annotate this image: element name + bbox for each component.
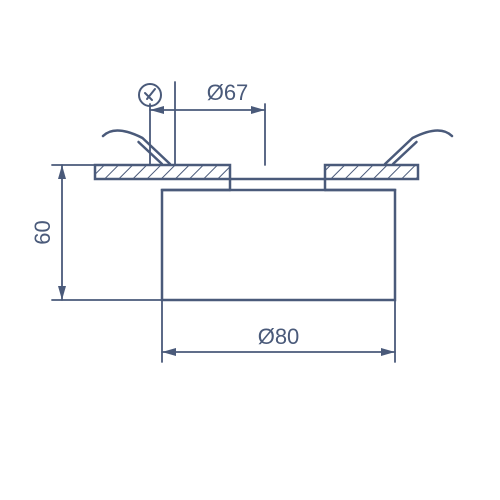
flange-section-right <box>325 165 418 179</box>
technical-drawing: Ø80 60 Ø67 <box>0 0 500 500</box>
flange-section-left <box>95 165 230 179</box>
lamp-body <box>162 190 395 300</box>
dim-cutout-diameter: Ø67 <box>207 80 249 105</box>
spring-clip <box>385 130 452 164</box>
spring-clip <box>103 130 170 164</box>
dim-height: 60 <box>30 220 55 244</box>
dim-outer-diameter: Ø80 <box>258 324 300 349</box>
